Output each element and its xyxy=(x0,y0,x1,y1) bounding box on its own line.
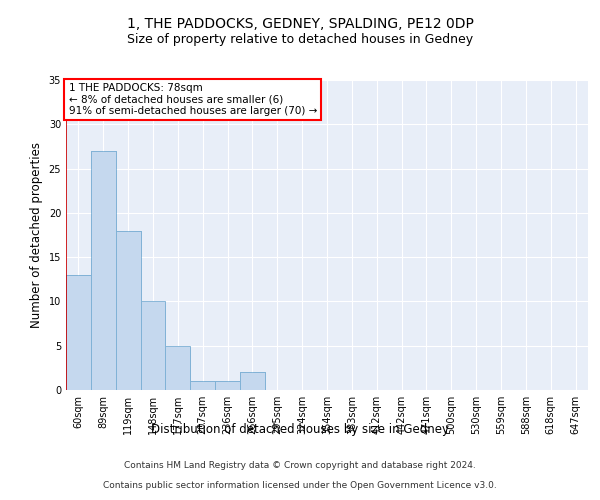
Bar xyxy=(91,151,116,390)
Bar xyxy=(66,275,91,390)
Text: Size of property relative to detached houses in Gedney: Size of property relative to detached ho… xyxy=(127,32,473,46)
Bar xyxy=(166,346,190,390)
Bar xyxy=(116,230,140,390)
Bar xyxy=(215,381,240,390)
Bar xyxy=(116,230,140,390)
Bar xyxy=(190,381,215,390)
Text: Contains public sector information licensed under the Open Government Licence v3: Contains public sector information licen… xyxy=(103,481,497,490)
Bar xyxy=(91,151,116,390)
Bar xyxy=(140,302,166,390)
Text: 1, THE PADDOCKS, GEDNEY, SPALDING, PE12 0DP: 1, THE PADDOCKS, GEDNEY, SPALDING, PE12 … xyxy=(127,18,473,32)
Text: Contains HM Land Registry data © Crown copyright and database right 2024.: Contains HM Land Registry data © Crown c… xyxy=(124,461,476,470)
Bar xyxy=(140,302,166,390)
Bar xyxy=(240,372,265,390)
Bar xyxy=(215,381,240,390)
Y-axis label: Number of detached properties: Number of detached properties xyxy=(30,142,43,328)
Bar xyxy=(240,372,265,390)
Text: 1 THE PADDOCKS: 78sqm
← 8% of detached houses are smaller (6)
91% of semi-detach: 1 THE PADDOCKS: 78sqm ← 8% of detached h… xyxy=(68,83,317,116)
Bar xyxy=(66,275,91,390)
Text: Distribution of detached houses by size in Gedney: Distribution of detached houses by size … xyxy=(151,422,449,436)
Bar xyxy=(190,381,215,390)
Bar xyxy=(166,346,190,390)
